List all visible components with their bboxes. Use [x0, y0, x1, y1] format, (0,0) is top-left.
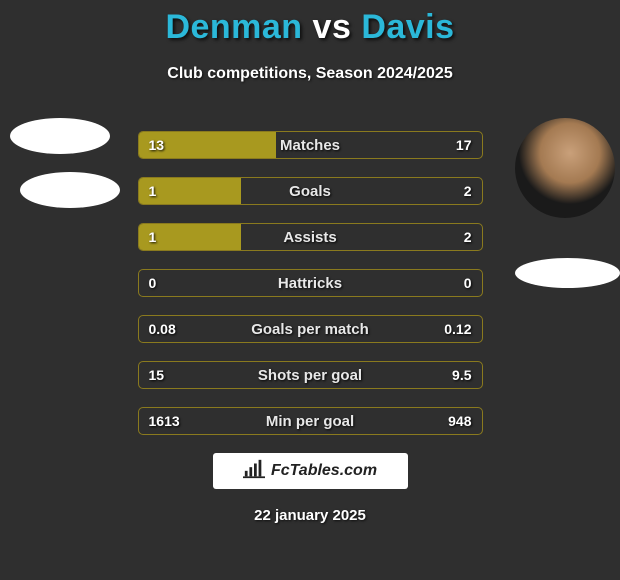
stat-value-right: 9.5 [442, 362, 481, 388]
player-right-name: Davis [361, 8, 454, 46]
stat-value-left: 15 [139, 362, 175, 388]
bar-chart-icon [243, 458, 265, 485]
brand-text: FcTables.com [271, 462, 377, 480]
stat-label: Shots per goal [139, 362, 482, 388]
stat-label: Min per goal [139, 408, 482, 434]
player-left-club-placeholder [20, 172, 120, 208]
player-right-avatar-column [510, 118, 620, 306]
stat-fill-left [139, 224, 242, 250]
player-left-name: Denman [165, 8, 302, 46]
stat-fill-left [139, 178, 242, 204]
stat-fill-left [139, 132, 276, 158]
comparison-title: Denman vs Davis [0, 0, 620, 47]
subtitle: Club competitions, Season 2024/2025 [0, 65, 620, 83]
stat-value-left: 1613 [139, 408, 190, 434]
stat-row: 1317Matches [138, 131, 483, 159]
player-left-avatar-placeholder [10, 118, 110, 154]
player-right-club-placeholder [515, 258, 620, 288]
stat-label: Hattricks [139, 270, 482, 296]
stat-value-right: 948 [438, 408, 481, 434]
stat-row: 12Goals [138, 177, 483, 205]
brand-badge[interactable]: FcTables.com [213, 453, 408, 489]
stat-value-right: 2 [454, 224, 482, 250]
stats-bars: 1317Matches 12Goals 12Assists 0 0Hattricks 0.… [138, 131, 483, 435]
stat-row: 15 9.5Shots per goal [138, 361, 483, 389]
stat-value-right: 0 [454, 270, 482, 296]
stat-value-right: 17 [446, 132, 482, 158]
stat-row: 12Assists [138, 223, 483, 251]
stat-row: 0 0Hattricks [138, 269, 483, 297]
player-right-avatar [515, 118, 615, 218]
player-left-avatar-column [0, 118, 110, 226]
stat-row: 1613 948Min per goal [138, 407, 483, 435]
vs-separator: vs [313, 8, 352, 46]
date-text: 22 january 2025 [0, 507, 620, 524]
stat-value-right: 2 [454, 178, 482, 204]
stat-row: 0.08 0.12Goals per match [138, 315, 483, 343]
stat-value-left: 0 [139, 270, 167, 296]
stat-value-right: 0.12 [434, 316, 481, 342]
stat-label: Goals per match [139, 316, 482, 342]
stat-value-left: 0.08 [139, 316, 186, 342]
